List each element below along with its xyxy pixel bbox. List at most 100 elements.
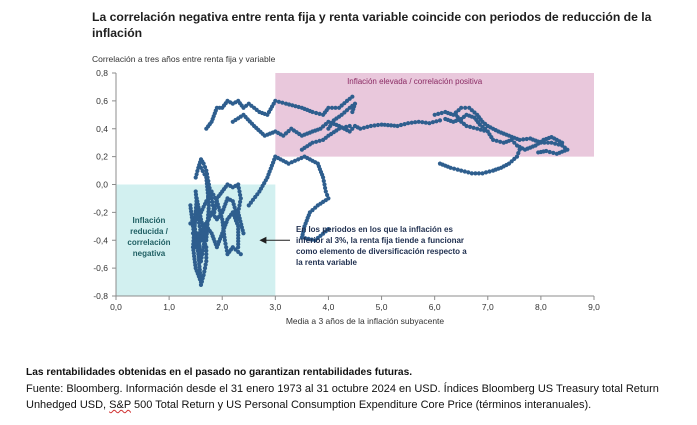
data-point bbox=[309, 237, 314, 242]
data-point bbox=[193, 245, 198, 250]
data-point bbox=[372, 123, 377, 128]
data-point bbox=[197, 224, 202, 229]
x-tick-label: 1,0 bbox=[163, 302, 175, 312]
data-point bbox=[233, 247, 238, 252]
data-point bbox=[201, 273, 206, 278]
data-point bbox=[280, 100, 285, 105]
low-inflation-zone-label: Inflación bbox=[133, 216, 166, 225]
data-point bbox=[471, 125, 476, 130]
data-point bbox=[303, 236, 308, 241]
data-point bbox=[406, 121, 411, 126]
data-point bbox=[459, 168, 464, 173]
data-point bbox=[350, 94, 355, 99]
annotation-line: la renta variable bbox=[296, 258, 357, 267]
x-tick-label: 2,0 bbox=[216, 302, 228, 312]
y-tick-label: 0,0 bbox=[96, 180, 108, 190]
data-point bbox=[469, 171, 474, 176]
data-point bbox=[347, 129, 352, 134]
data-point bbox=[197, 267, 202, 272]
data-point bbox=[200, 227, 206, 232]
data-point bbox=[361, 125, 366, 130]
data-point bbox=[207, 192, 212, 197]
data-point bbox=[536, 150, 541, 155]
data-point bbox=[206, 178, 211, 184]
data-point bbox=[196, 220, 202, 225]
data-point bbox=[452, 166, 457, 171]
data-point bbox=[210, 199, 215, 204]
data-point bbox=[209, 196, 214, 201]
data-point bbox=[420, 120, 425, 125]
data-point bbox=[375, 122, 381, 128]
data-point bbox=[236, 236, 241, 241]
data-point bbox=[238, 199, 243, 204]
data-point bbox=[423, 120, 428, 125]
data-point bbox=[463, 105, 468, 110]
data-point bbox=[197, 243, 202, 248]
data-point bbox=[211, 192, 216, 197]
data-point bbox=[385, 123, 390, 128]
data-point bbox=[389, 123, 394, 128]
points-layer bbox=[188, 94, 570, 287]
data-point bbox=[223, 241, 228, 246]
low-inflation-zone-label: correlación bbox=[127, 238, 170, 247]
data-point bbox=[476, 171, 481, 176]
data-point bbox=[340, 125, 345, 130]
data-point bbox=[202, 266, 208, 271]
data-point bbox=[480, 171, 485, 176]
data-point bbox=[326, 105, 331, 110]
data-point bbox=[204, 248, 209, 253]
data-point bbox=[206, 182, 211, 187]
data-point bbox=[238, 192, 243, 198]
data-point bbox=[434, 119, 439, 124]
x-tick-label: 4,0 bbox=[323, 302, 335, 312]
data-point bbox=[236, 224, 241, 229]
data-point bbox=[313, 205, 318, 210]
data-point bbox=[512, 140, 517, 145]
data-point bbox=[321, 175, 326, 180]
data-point bbox=[209, 189, 214, 194]
data-point bbox=[193, 192, 199, 197]
data-point bbox=[237, 203, 242, 208]
data-point bbox=[198, 270, 203, 275]
data-point bbox=[310, 140, 315, 145]
data-point bbox=[462, 169, 467, 174]
data-point bbox=[459, 105, 464, 110]
data-point bbox=[289, 160, 294, 165]
y-tick-label: 0,4 bbox=[96, 124, 108, 134]
data-point bbox=[236, 227, 241, 232]
x-tick-label: 5,0 bbox=[376, 302, 388, 312]
data-point bbox=[556, 142, 561, 147]
data-point bbox=[517, 137, 522, 142]
x-tick-label: 7,0 bbox=[482, 302, 494, 312]
data-point bbox=[194, 195, 199, 200]
data-point bbox=[344, 124, 349, 129]
data-point bbox=[190, 231, 196, 236]
data-point bbox=[238, 252, 243, 257]
x-tick-label: 0,0 bbox=[110, 302, 122, 312]
data-point bbox=[204, 199, 209, 204]
data-point bbox=[204, 255, 209, 260]
data-point bbox=[224, 245, 229, 250]
data-point bbox=[350, 126, 355, 131]
data-point bbox=[487, 169, 492, 174]
data-point bbox=[204, 252, 209, 257]
y-tick-label: -0,2 bbox=[93, 207, 108, 217]
data-point bbox=[553, 141, 558, 146]
data-point bbox=[491, 137, 496, 142]
y-tick-label: 0,2 bbox=[96, 152, 108, 162]
annotation-arrow-head bbox=[259, 236, 267, 244]
data-point bbox=[549, 140, 554, 145]
data-point bbox=[287, 102, 292, 107]
data-point bbox=[286, 161, 291, 166]
data-point bbox=[195, 204, 200, 210]
data-point bbox=[466, 170, 471, 175]
data-point bbox=[321, 178, 326, 184]
data-point bbox=[198, 259, 204, 264]
data-point bbox=[326, 227, 331, 232]
data-point bbox=[207, 185, 212, 191]
data-point bbox=[299, 235, 304, 240]
data-point bbox=[238, 196, 243, 201]
data-point bbox=[402, 122, 407, 127]
data-point bbox=[192, 234, 197, 239]
data-point bbox=[323, 189, 328, 194]
